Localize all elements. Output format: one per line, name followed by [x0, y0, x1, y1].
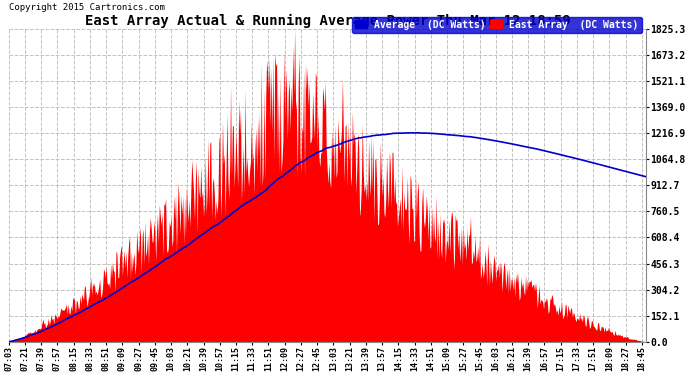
Text: Copyright 2015 Cartronics.com: Copyright 2015 Cartronics.com — [9, 3, 164, 12]
Title: East Array Actual & Running Average Power Thu Mar 12 18:59: East Array Actual & Running Average Powe… — [85, 14, 571, 28]
Legend: Average  (DC Watts), East Array  (DC Watts): Average (DC Watts), East Array (DC Watts… — [352, 17, 642, 33]
